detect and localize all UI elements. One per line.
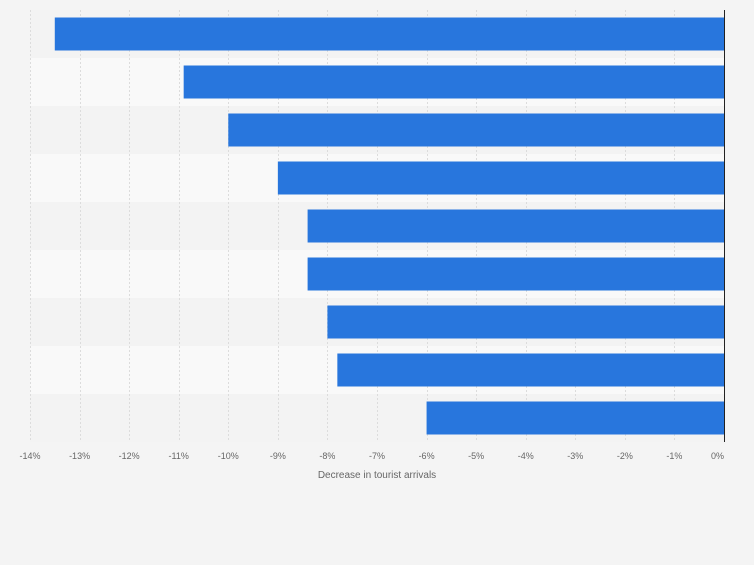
x-tick-label: -13% <box>69 451 90 461</box>
bar <box>183 65 724 99</box>
x-tick-label: -6% <box>419 451 435 461</box>
x-tick-label: -4% <box>518 451 534 461</box>
x-tick-label: -10% <box>218 451 239 461</box>
bar <box>54 17 725 51</box>
bars <box>54 17 725 435</box>
x-tick-label: -12% <box>119 451 140 461</box>
x-tick-label: -7% <box>369 451 385 461</box>
x-tick-label: -3% <box>567 451 583 461</box>
x-tick-label: -11% <box>169 451 189 461</box>
x-tick-label: -9% <box>270 451 286 461</box>
x-tick-label: -2% <box>617 451 633 461</box>
x-tick-label: -8% <box>319 451 335 461</box>
bar <box>228 113 725 147</box>
x-tick-labels: -14% -13% -12% -11% -10% -9% -8% -7% -6% -5% -4% -3… <box>19 451 724 461</box>
x-tick-label: -14% <box>19 451 40 461</box>
x-tick-label: 0% <box>711 451 724 461</box>
x-tick-label: -5% <box>468 451 484 461</box>
bar <box>337 353 724 387</box>
bar <box>277 161 724 195</box>
bar <box>307 257 724 291</box>
bar <box>327 305 724 339</box>
x-axis-title: Decrease in tourist arrivals <box>318 470 436 481</box>
x-tick-label: -1% <box>666 451 682 461</box>
bar <box>426 401 724 435</box>
bar <box>307 209 724 243</box>
